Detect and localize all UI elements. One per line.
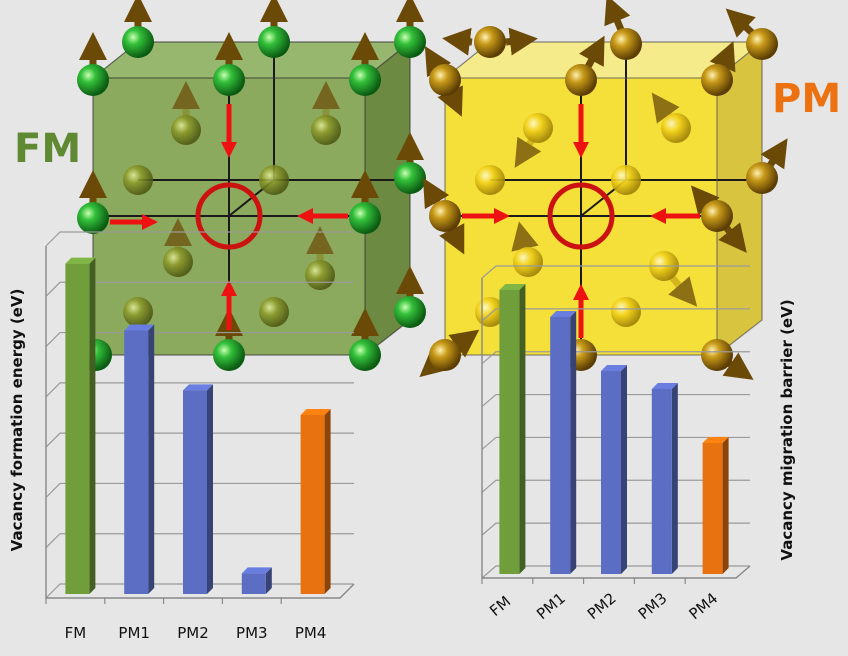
migration-barrier-chart: FM PM1 PM2 PM3 PM4 Vacancy migration barrier …	[481, 265, 796, 623]
bar-side-pm3	[671, 383, 678, 574]
bar-top-pm3	[241, 567, 272, 574]
tick-label-pm3: PM3	[635, 589, 671, 623]
bar-pm2	[183, 390, 207, 594]
tick-label-fm: FM	[486, 592, 514, 620]
gridline	[45, 231, 354, 247]
gridline	[481, 351, 750, 365]
gridline	[481, 265, 750, 279]
formation-energy-chart: FM PM1 PM2 PM3 PM4 Vacancy formation energy (…	[8, 231, 355, 642]
bar-pm4	[702, 443, 723, 574]
bar-top-pm1	[124, 324, 155, 331]
y-axis-title: Vacancy formation energy (eV)	[8, 289, 26, 552]
bar-side-pm1	[570, 311, 577, 574]
gridline	[45, 331, 354, 347]
tick-label-pm1: PM1	[533, 589, 569, 623]
axis-frame	[45, 246, 355, 599]
bar-pm1	[124, 330, 149, 594]
bar-top-fm	[499, 284, 526, 290]
bar-fm	[65, 263, 90, 594]
gridline	[481, 308, 750, 322]
fm-spin-up-atoms	[77, 0, 426, 371]
y-axis-title: Vacancy migration barrier (eV)	[778, 299, 796, 560]
bar-fm	[499, 290, 520, 574]
tick-label-pm4: PM4	[295, 624, 327, 642]
bar-top-fm	[65, 257, 96, 264]
bar-side-fm	[89, 257, 96, 594]
gridline	[45, 533, 354, 549]
bar-side-pm2	[621, 365, 627, 574]
gridline	[45, 482, 354, 498]
bar-top-pm2	[183, 384, 213, 391]
tick-label-pm2: PM2	[584, 589, 620, 623]
bar-side-pm1	[148, 324, 155, 594]
bar-pm3	[241, 573, 266, 594]
tick-label-pm4: PM4	[686, 589, 722, 623]
tick-label-fm: FM	[65, 624, 87, 642]
bar-side-pm3	[265, 567, 272, 594]
bar-side-pm2	[207, 384, 213, 594]
bar-top-pm4	[300, 408, 331, 415]
bar-pm4	[300, 414, 325, 594]
pm-label: PM	[772, 76, 841, 122]
bar-top-pm3	[651, 383, 678, 389]
pm-vacancy-migration	[462, 104, 700, 338]
tick-label-pm2: PM2	[177, 624, 209, 642]
gridline	[45, 432, 354, 448]
bar-top-pm2	[601, 365, 627, 371]
bar-side-pm4	[722, 437, 729, 574]
bar-side-fm	[519, 284, 526, 574]
bar-top-pm4	[702, 437, 729, 443]
gridline	[45, 281, 354, 297]
tick-label-pm3: PM3	[236, 624, 268, 642]
axis-frame	[481, 278, 751, 579]
fm-vacancy-migration	[110, 104, 348, 330]
tick-label-pm1: PM1	[118, 624, 150, 642]
bar-pm2	[601, 371, 621, 574]
bar-pm3	[651, 389, 672, 574]
bar-side-pm4	[324, 408, 331, 594]
bar-pm1	[550, 317, 571, 574]
fm-label: FM	[14, 126, 81, 172]
fm-inner-atoms	[123, 81, 341, 327]
bar-top-pm1	[550, 311, 577, 317]
gridline	[45, 382, 354, 398]
